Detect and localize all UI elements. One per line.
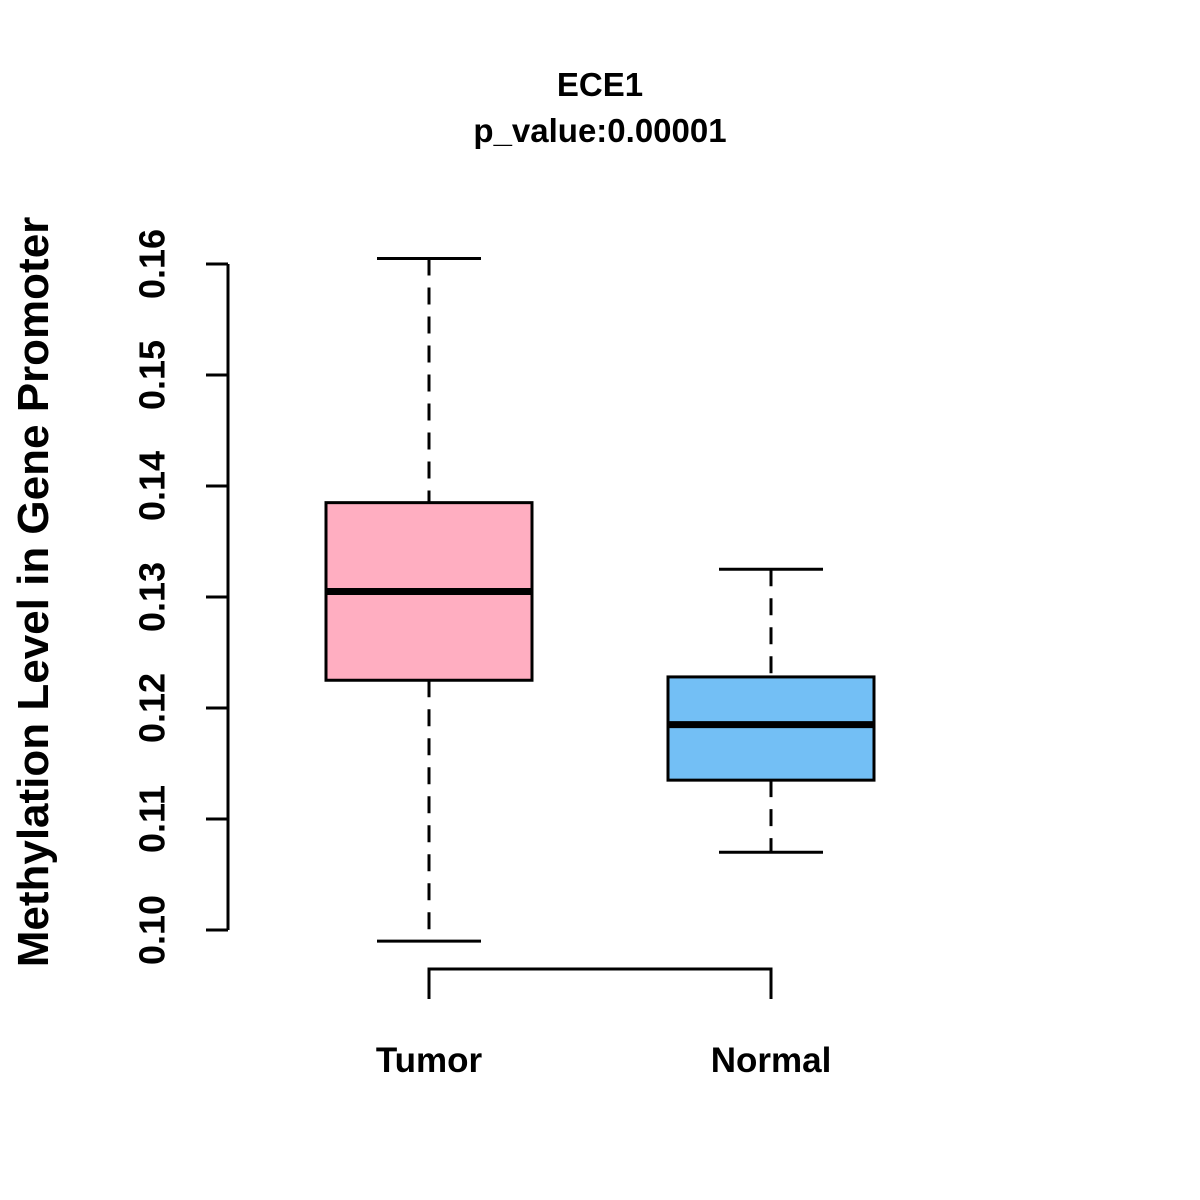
y-tick-label: 0.12 <box>132 673 173 743</box>
y-tick-label: 0.13 <box>132 562 173 632</box>
y-tick-label: 0.15 <box>132 340 173 410</box>
y-tick-label: 0.14 <box>132 451 173 521</box>
y-tick-label: 0.11 <box>132 785 173 853</box>
x-axis-bracket <box>427 967 773 999</box>
x-category-label-normal: Normal <box>711 1041 832 1080</box>
y-tick-label: 0.10 <box>132 895 173 965</box>
x-category-label-tumor: Tumor <box>376 1041 483 1080</box>
chart-title: ECE1 <box>556 66 644 103</box>
y-tick-label: 0.16 <box>132 229 173 299</box>
normal-box <box>666 675 876 782</box>
chart-subtitle: p_value:0.00001 <box>473 112 727 149</box>
